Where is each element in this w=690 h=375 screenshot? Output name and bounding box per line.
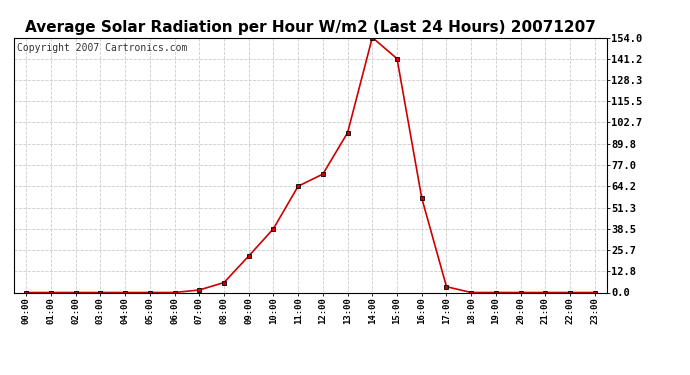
Text: Copyright 2007 Cartronics.com: Copyright 2007 Cartronics.com (17, 43, 187, 52)
Title: Average Solar Radiation per Hour W/m2 (Last 24 Hours) 20071207: Average Solar Radiation per Hour W/m2 (L… (25, 20, 596, 35)
